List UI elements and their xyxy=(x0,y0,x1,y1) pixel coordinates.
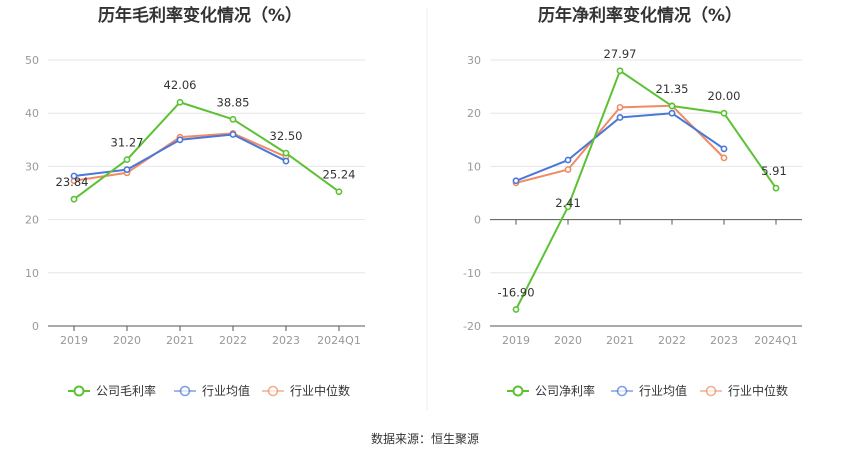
x-tick-label: 2021 xyxy=(166,334,194,347)
company-point xyxy=(335,188,343,196)
company-point xyxy=(564,203,572,211)
company-line xyxy=(73,101,340,200)
x-tick-label: 2022 xyxy=(658,334,686,347)
legend-marker-industry-avg xyxy=(179,385,191,397)
x-tick-label: 2024Q1 xyxy=(754,334,798,347)
data-label: 31.27 xyxy=(111,136,144,150)
data-label: 5.91 xyxy=(761,164,787,178)
data-source-note: 数据来源：恒生聚源 xyxy=(371,431,479,446)
data-label: 42.06 xyxy=(164,78,197,92)
legend-label-industry-median: 行业中位数 xyxy=(290,383,350,398)
y-tick-label: -10 xyxy=(463,267,481,280)
y-tick-label: 10 xyxy=(467,160,481,173)
industry-median-point xyxy=(720,154,728,162)
industry-avg-point xyxy=(229,131,237,138)
x-tick-label: 2022 xyxy=(219,334,247,347)
industry-avg-point xyxy=(720,145,728,153)
y-tick-label: -20 xyxy=(463,320,481,333)
data-label: 27.97 xyxy=(604,47,637,61)
x-tick-label: 2023 xyxy=(710,334,738,347)
data-label: 20.00 xyxy=(708,89,741,103)
legend-marker-company xyxy=(73,385,85,397)
data-label: -16.90 xyxy=(497,286,534,300)
company-point xyxy=(720,109,728,117)
y-tick-label: 20 xyxy=(467,107,481,120)
legend-label-industry-avg: 行业均值 xyxy=(639,383,687,398)
data-label: 21.35 xyxy=(656,82,689,96)
legend-marker-industry-median xyxy=(267,385,279,397)
net-margin-chart-title: 历年净利率变化情况（%） xyxy=(538,5,742,26)
industry-median-point xyxy=(616,103,624,111)
industry-avg-point xyxy=(282,157,290,165)
x-tick-label: 2019 xyxy=(502,334,530,347)
industry-avg-point xyxy=(123,166,131,173)
gross-margin-chart-title: 历年毛利率变化情况（%） xyxy=(98,5,302,26)
data-label: 32.50 xyxy=(270,129,303,143)
industry-avg-point xyxy=(668,109,676,117)
gross-margin-chart: 历年毛利率变化情况（%） 0 10 20 30 40 50 2019 2020 2021 2022… xyxy=(25,5,365,398)
legend-label-company: 公司毛利率 xyxy=(96,383,156,398)
x-tick-label: 2020 xyxy=(113,334,141,347)
legend-label-industry-avg: 行业均值 xyxy=(202,383,250,398)
data-label: 23.84 xyxy=(56,175,89,189)
data-label: 2.41 xyxy=(555,196,581,210)
industry-avg-point xyxy=(564,156,572,164)
company-point xyxy=(282,149,290,157)
x-tick-label: 2023 xyxy=(272,334,300,347)
data-label: 25.24 xyxy=(323,168,356,182)
industry-avg-point xyxy=(512,177,520,185)
company-line xyxy=(515,69,777,310)
company-point xyxy=(512,306,520,313)
legend-marker-industry-median xyxy=(705,385,717,397)
legend-label-industry-median: 行业中位数 xyxy=(728,383,788,398)
y-tick-label: 10 xyxy=(25,267,39,280)
y-tick-label: 50 xyxy=(25,54,39,67)
x-tick-label: 2024Q1 xyxy=(317,334,361,347)
x-tick-label: 2020 xyxy=(554,334,582,347)
legend-marker-company xyxy=(512,385,524,397)
data-label: 38.85 xyxy=(217,95,250,109)
y-tick-label: 30 xyxy=(25,160,39,173)
x-tick-label: 2019 xyxy=(60,334,88,347)
industry-avg-point xyxy=(176,136,184,144)
industry-median-point xyxy=(564,166,572,173)
y-tick-label: 20 xyxy=(25,214,39,227)
company-point xyxy=(668,102,676,110)
company-point xyxy=(229,115,237,123)
company-point xyxy=(176,98,184,106)
company-point xyxy=(123,156,131,164)
y-tick-label: 40 xyxy=(25,107,39,120)
y-tick-label: 30 xyxy=(467,54,481,67)
x-tick-label: 2021 xyxy=(606,334,634,347)
company-point xyxy=(772,184,780,192)
legend-marker-industry-avg xyxy=(616,385,628,397)
industry-avg-line xyxy=(515,112,725,182)
y-tick-label: 0 xyxy=(474,214,481,227)
y-tick-label: 0 xyxy=(32,320,39,333)
company-point xyxy=(616,67,624,75)
legend-label-company: 公司净利率 xyxy=(535,383,595,398)
industry-avg-point xyxy=(616,114,624,121)
industry-avg-point xyxy=(70,172,78,180)
net-margin-chart: 历年净利率变化情况（%） -20 -10 0 10 20 30 2019 2020 2021 20… xyxy=(463,5,802,398)
company-point xyxy=(70,195,78,203)
